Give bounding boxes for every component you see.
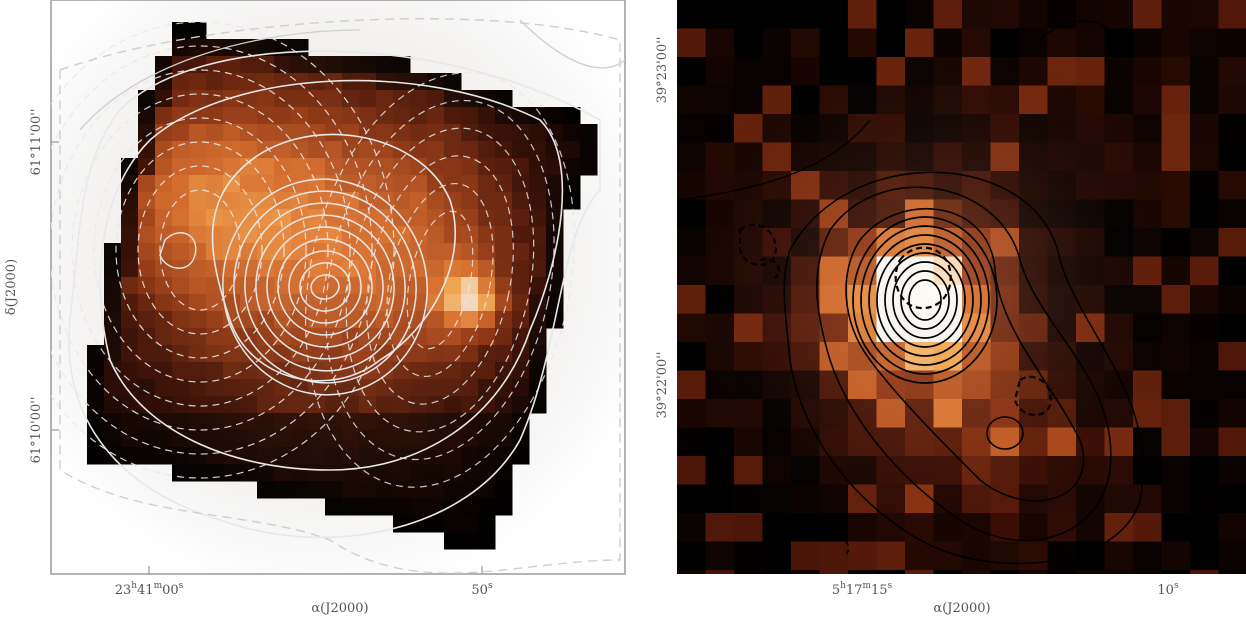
right-panel: 5h17m15s 10s 39°23'00'' 39°22'00'' α(J2000…	[655, 0, 1246, 616]
contour-dashed	[51, 69, 351, 431]
right-y-ticks: 39°23'00'' 39°22'00''	[655, 37, 670, 419]
contour-dashed	[115, 141, 285, 359]
left-x-ticks: 23h41m00s 50s	[115, 566, 493, 598]
contour-dashed	[345, 127, 535, 433]
left-x-axis-label: α(J2000)	[311, 601, 368, 616]
contour-solid	[884, 252, 966, 348]
heatmap-pixel	[1104, 570, 1134, 574]
contour-dashed	[829, 535, 850, 557]
heatmap-glow	[677, 0, 1246, 574]
contour-dashed	[137, 165, 263, 335]
contour-solid	[677, 20, 1111, 201]
contour-solid	[868, 234, 982, 366]
heatmap-glow	[51, 0, 625, 574]
contour-solid	[986, 416, 1024, 450]
contour-solid	[816, 186, 1112, 542]
contour-dashed	[386, 182, 494, 378]
contour-solid	[99, 79, 564, 471]
right-x-ticks: 5h17m15s 10s	[832, 581, 1179, 598]
heatmap-pixel	[791, 570, 820, 574]
heatmap-pixel	[734, 570, 763, 574]
y-tick-label: 39°23'00''	[655, 37, 670, 104]
left-y-axis-label: δ(J2000)	[4, 259, 19, 315]
y-tick-label: 39°22'00''	[655, 352, 670, 419]
contour-dashed	[366, 155, 514, 405]
x-tick-label: 10s	[1157, 581, 1179, 598]
contour-solid	[68, 50, 601, 539]
contour-dashed	[159, 189, 241, 311]
contour-solid	[159, 232, 197, 269]
contour-dashed	[406, 210, 474, 350]
contour-solid	[266, 226, 384, 348]
heatmap-pixel	[762, 570, 792, 574]
heatmap-pixel	[1019, 570, 1048, 574]
contour-solid	[852, 216, 998, 384]
contour-dashed	[759, 257, 781, 279]
x-tick-label: 23h41m00s	[115, 581, 184, 598]
contour-solid	[211, 133, 456, 382]
left-contours	[51, 18, 625, 574]
contour-solid	[876, 243, 974, 357]
heatmap-pixel	[1218, 570, 1246, 574]
heatmap-pixel	[1076, 570, 1105, 574]
contour-dashed	[738, 223, 777, 266]
right-heatmap	[677, 0, 1246, 574]
contour-solid	[277, 238, 373, 336]
contour-dashed	[71, 93, 329, 407]
contour-solid	[900, 270, 950, 330]
contour-faint	[59, 18, 621, 574]
heatmap-pixel	[705, 570, 735, 574]
contour-solid	[288, 250, 362, 324]
heatmap-pixel	[933, 570, 963, 574]
contour-dashed	[894, 246, 952, 310]
left-y-ticks: 61°11'00'' 61°10'00''	[29, 109, 59, 464]
contour-solid	[908, 279, 942, 321]
contour-solid	[860, 225, 990, 375]
contour-dashed	[93, 117, 307, 383]
heatmap-pixel	[1047, 570, 1077, 574]
contour-solid	[783, 171, 1144, 565]
heatmap-pixel	[990, 570, 1020, 574]
heatmap-pixel	[1190, 570, 1219, 574]
heatmap-pixel	[962, 570, 991, 574]
left-heatmap	[51, 0, 625, 574]
heatmap-pixel	[905, 570, 934, 574]
right-x-axis-label: α(J2000)	[933, 601, 990, 616]
contour-dashed	[51, 21, 395, 479]
x-tick-label: 5h17m15s	[832, 581, 893, 598]
y-tick-label: 61°11'00''	[29, 109, 44, 176]
x-tick-label: 50s	[471, 581, 493, 598]
contour-dashed	[304, 72, 576, 488]
right-contours	[677, 20, 1144, 565]
y-tick-label: 61°10'00''	[29, 397, 44, 464]
left-panel: 23h41m00s 50s 61°11'00'' 61°10'00'' α(J200…	[4, 0, 626, 616]
contour-solid	[845, 208, 1085, 502]
contour-faint	[79, 19, 625, 131]
contour-dashed	[51, 45, 373, 455]
contour-dashed	[325, 99, 555, 461]
contour-solid	[233, 190, 417, 384]
heatmap-pixel	[677, 570, 706, 574]
contour-solid	[892, 261, 958, 339]
contour-dashed	[1013, 375, 1052, 416]
